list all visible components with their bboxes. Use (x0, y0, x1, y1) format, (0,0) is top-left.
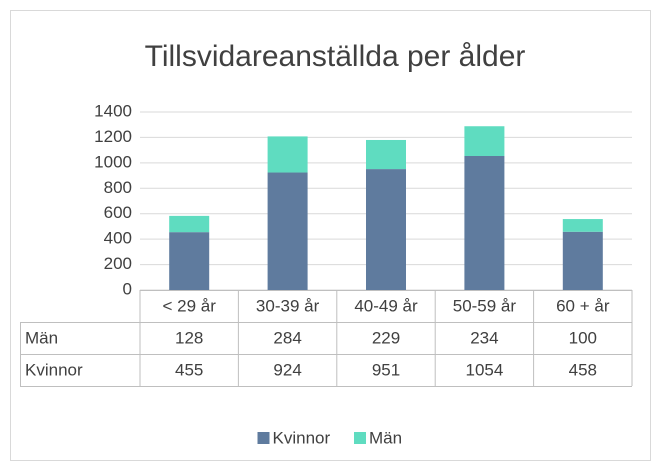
table-value: 455 (175, 360, 203, 379)
bar (267, 172, 308, 290)
bar (464, 155, 505, 290)
y-tick-label: 1200 (94, 127, 132, 146)
chart-border (10, 10, 651, 461)
legend-swatch (354, 432, 366, 444)
bar (562, 231, 603, 290)
bar (169, 215, 210, 233)
bar (169, 232, 210, 290)
table-value: 951 (372, 360, 400, 379)
y-tick-label: 800 (104, 178, 132, 197)
bar (366, 139, 406, 170)
table-value: 229 (372, 328, 400, 347)
table-value: 128 (175, 328, 203, 347)
x-tick-label: < 29 år (162, 296, 216, 315)
x-tick-label: 60 + år (556, 296, 610, 315)
bar (464, 126, 505, 156)
table-value: 924 (273, 360, 301, 379)
table-value: 1054 (465, 360, 503, 379)
table-row-label: Män (25, 328, 58, 347)
y-tick-label: 600 (104, 203, 132, 222)
chart-title: Tillsvidareanställda per ålder (145, 40, 526, 73)
bar (562, 219, 603, 232)
y-tick-label: 0 (123, 279, 132, 298)
x-tick-label: 40-49 år (354, 296, 418, 315)
table-value: 458 (569, 360, 597, 379)
bar (267, 136, 308, 173)
x-tick-label: 30-39 år (256, 296, 320, 315)
legend-label: Kvinnor (273, 428, 331, 447)
table-value: 234 (470, 328, 498, 347)
y-tick-label: 1000 (94, 152, 132, 171)
y-tick-label: 400 (104, 229, 132, 248)
table-value: 100 (569, 328, 597, 347)
legend-label: Män (369, 428, 402, 447)
x-tick-label: 50-59 år (453, 296, 517, 315)
table-value: 284 (273, 328, 301, 347)
bar (366, 169, 406, 290)
legend-swatch (257, 432, 270, 444)
y-tick-label: 1400 (94, 101, 132, 120)
table-row-label: Kvinnor (25, 360, 83, 379)
y-tick-label: 200 (104, 254, 132, 273)
